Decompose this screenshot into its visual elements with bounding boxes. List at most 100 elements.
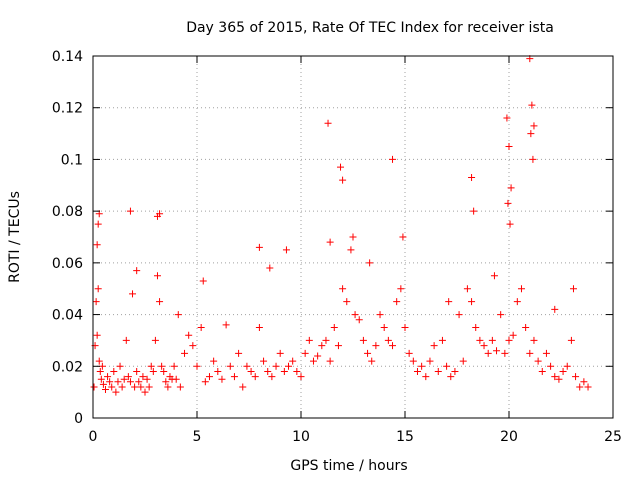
x-tick-label: 10: [292, 429, 310, 445]
data-point: [547, 362, 555, 370]
data-point: [104, 373, 112, 381]
data-point: [314, 352, 322, 360]
data-point: [205, 373, 213, 381]
data-point: [116, 362, 124, 370]
data-point: [330, 324, 338, 331]
data-point: [413, 367, 421, 375]
data-point: [380, 324, 388, 331]
data-point: [318, 342, 326, 350]
data-point: [201, 378, 209, 386]
data-point: [527, 130, 535, 138]
data-point: [106, 378, 114, 386]
data-point: [447, 373, 455, 381]
data-point: [443, 362, 451, 370]
data-point: [247, 367, 255, 375]
data-point: [95, 357, 103, 365]
x-tick-label: 25: [604, 429, 622, 445]
data-point: [463, 285, 471, 293]
data-point: [153, 272, 161, 280]
data-point: [101, 386, 109, 394]
data-point: [118, 383, 126, 391]
x-tick-label: 20: [500, 429, 518, 445]
data-point: [145, 383, 153, 391]
data-point: [276, 349, 284, 357]
data-point: [164, 383, 172, 391]
data-point: [126, 378, 134, 386]
data-point: [339, 176, 347, 184]
data-point: [255, 243, 263, 251]
data-point: [158, 362, 166, 370]
data-point: [293, 367, 301, 375]
data-point: [181, 349, 189, 357]
data-point: [480, 342, 488, 350]
data-point: [506, 220, 514, 228]
data-point: [230, 373, 238, 381]
y-tick-label: 0.12: [52, 101, 83, 117]
data-point: [322, 336, 330, 344]
data-point: [210, 357, 218, 365]
data-point: [199, 277, 207, 285]
data-point: [94, 220, 102, 228]
data-point: [176, 383, 184, 391]
data-point: [430, 342, 438, 350]
data-point: [517, 285, 525, 293]
data-point: [149, 367, 157, 375]
plot-frame: [92, 55, 614, 419]
data-point: [222, 321, 230, 329]
data-point: [141, 388, 149, 396]
data-points: [90, 55, 592, 396]
data-point: [422, 373, 430, 381]
data-point: [434, 367, 442, 375]
y-tick-label: 0.06: [52, 256, 83, 272]
data-point: [260, 357, 268, 365]
data-point: [97, 375, 105, 383]
data-point: [285, 362, 293, 370]
data-point: [162, 378, 170, 386]
data-point: [455, 311, 463, 319]
data-point: [143, 375, 151, 383]
data-point: [94, 285, 102, 293]
x-tick-label: 5: [193, 429, 202, 445]
data-point: [572, 373, 580, 381]
data-point: [563, 362, 571, 370]
data-point: [484, 349, 492, 357]
y-tick-label: 0.14: [52, 49, 83, 65]
data-point: [92, 298, 100, 306]
data-point: [147, 362, 155, 370]
data-point: [174, 311, 182, 319]
data-point: [349, 233, 357, 241]
data-point: [513, 298, 521, 306]
data-point: [555, 375, 563, 383]
data-point: [493, 347, 501, 355]
data-point: [529, 155, 537, 163]
data-point: [343, 298, 351, 306]
data-point: [389, 155, 397, 163]
data-point: [226, 362, 234, 370]
data-point: [567, 336, 575, 344]
data-point: [488, 336, 496, 344]
data-point: [156, 298, 164, 306]
data-point: [170, 362, 178, 370]
data-point: [559, 367, 567, 375]
data-point: [405, 349, 413, 357]
data-point: [90, 383, 98, 391]
data-point: [272, 362, 280, 370]
data-point: [301, 349, 309, 357]
data-point: [160, 367, 168, 375]
data-point: [137, 383, 145, 391]
data-point: [526, 349, 534, 357]
data-point: [522, 324, 530, 331]
data-point: [504, 199, 512, 207]
chart-title: Day 365 of 2015, Rate Of TEC Index for r…: [186, 20, 554, 36]
data-point: [251, 373, 259, 381]
y-axis-label: ROTI / TECUs: [7, 191, 23, 283]
data-point: [551, 305, 559, 313]
data-point: [264, 367, 272, 375]
data-point: [445, 298, 453, 306]
x-axis-label: GPS time / hours: [290, 458, 407, 474]
data-point: [297, 373, 305, 381]
data-point: [401, 324, 409, 331]
data-point: [268, 373, 276, 381]
x-tick-label: 15: [396, 429, 414, 445]
data-point: [584, 383, 592, 391]
